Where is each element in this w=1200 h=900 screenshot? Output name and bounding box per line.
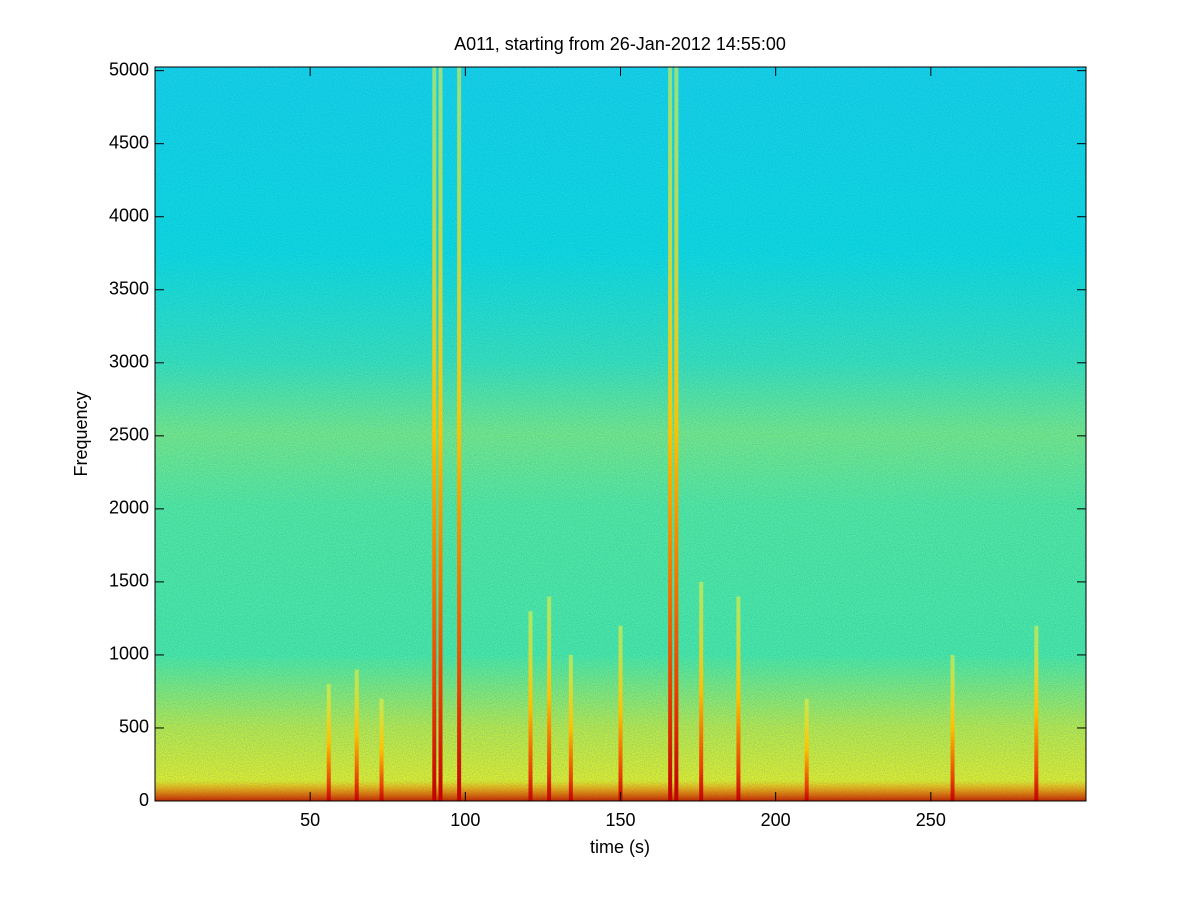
x-tick-label: 50 [300,810,320,830]
y-axis-label: Frequency [71,391,91,476]
energy-streak [457,67,462,801]
x-tick-label: 100 [450,810,480,830]
energy-streak [674,67,679,801]
events [326,67,1039,801]
energy-streak [699,581,704,801]
energy-streak [379,698,384,801]
x-axis-label: time (s) [590,837,650,857]
x-tick-label: 250 [916,810,946,830]
x-tick-label: 200 [761,810,791,830]
y-tick-label: 0 [139,790,149,810]
y-tick-label: 4000 [109,205,149,225]
energy-streak [354,669,359,801]
y-tick-label: 4500 [109,132,149,152]
y-tick-label: 500 [119,717,149,737]
energy-streak [528,611,533,801]
energy-streak [438,67,443,801]
y-tick-label: 5000 [109,59,149,79]
energy-streak [950,654,955,801]
axes: 50 100 150 200 25005001000150020002500300035… [109,59,1086,830]
y-tick-label: 3500 [109,279,149,299]
chart-title: A011, starting from 26-Jan-2012 14:55:00 [454,34,786,54]
energy-streak [1034,625,1039,801]
energy-streak [326,684,331,801]
energy-streak [547,596,552,801]
energy-streak [432,67,437,801]
y-tick-label: 1000 [109,644,149,664]
y-tick-label: 2000 [109,498,149,518]
y-tick-label: 1500 [109,571,149,591]
energy-streak [804,698,809,801]
energy-streak [618,625,623,801]
y-tick-label: 3000 [109,352,149,372]
y-tick-label: 2500 [109,425,149,445]
energy-streak [668,67,673,801]
plot-area [155,67,1086,801]
energy-streak [568,654,573,801]
energy-streak [736,596,741,801]
x-tick-label: 150 [605,810,635,830]
